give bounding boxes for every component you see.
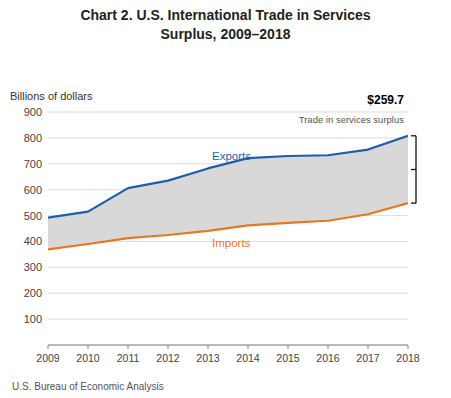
series-label: Imports	[212, 237, 251, 249]
x-tick-label: 2015	[276, 352, 300, 364]
series-line	[48, 203, 408, 249]
x-tick-label: 2016	[316, 352, 340, 364]
x-tick	[368, 345, 369, 349]
annotation: $259.7	[367, 93, 404, 107]
y-tick-label: 200	[24, 287, 42, 299]
x-tick	[288, 345, 289, 349]
plot-area	[48, 136, 408, 250]
x-tick	[48, 345, 49, 349]
grid-line	[48, 319, 408, 320]
x-tick	[128, 345, 129, 349]
x-tick-label: 2013	[196, 352, 220, 364]
y-tick-label: 300	[24, 261, 42, 273]
title: Chart 2. U.S. International Trade in Ser…	[80, 7, 370, 23]
grid-line	[48, 137, 408, 138]
series-line	[48, 136, 408, 218]
surplus-area	[48, 136, 408, 250]
source: U.S. Bureau of Economic Analysis	[12, 381, 164, 392]
y-tick-label: 400	[24, 235, 42, 247]
y-axis-label: Billions of dollars	[10, 90, 93, 102]
grid-line	[48, 267, 408, 268]
y-tick-label: 600	[24, 184, 42, 196]
x-tick	[328, 345, 329, 349]
x-tick	[168, 345, 169, 349]
grid-line	[48, 112, 408, 113]
x-tick	[408, 345, 409, 349]
bracket-tick	[411, 135, 416, 136]
chart: Chart 2. U.S. International Trade in Ser…	[0, 0, 451, 398]
grid	[48, 112, 408, 345]
x-tick-label: 2017	[356, 352, 380, 364]
y-tick-label: 700	[24, 158, 42, 170]
grid-line	[48, 345, 408, 346]
x-tick-label: 2010	[76, 352, 100, 364]
annotation: Trade in services surplus	[299, 114, 404, 125]
bracket-tick	[411, 203, 416, 204]
surplus-bracket	[411, 136, 416, 203]
y-tick-label: 500	[24, 210, 42, 222]
x-tick	[248, 345, 249, 349]
subtitle: Surplus, 2009–2018	[161, 26, 291, 42]
grid-line	[48, 293, 408, 294]
x-axis	[48, 345, 408, 346]
x-tick-label: 2014	[236, 352, 260, 364]
y-tick-label: 900	[24, 106, 42, 118]
x-tick-label: 2009	[36, 352, 60, 364]
x-tick-label: 2012	[156, 352, 180, 364]
x-tick-label: 2018	[396, 352, 420, 364]
series-label: Exports	[212, 150, 251, 162]
x-tick	[88, 345, 89, 349]
y-tick-label: 100	[24, 313, 42, 325]
x-tick	[208, 345, 209, 349]
bracket-tick	[411, 169, 416, 170]
y-tick-label: 800	[24, 132, 42, 144]
x-tick-label: 2011	[117, 352, 140, 364]
